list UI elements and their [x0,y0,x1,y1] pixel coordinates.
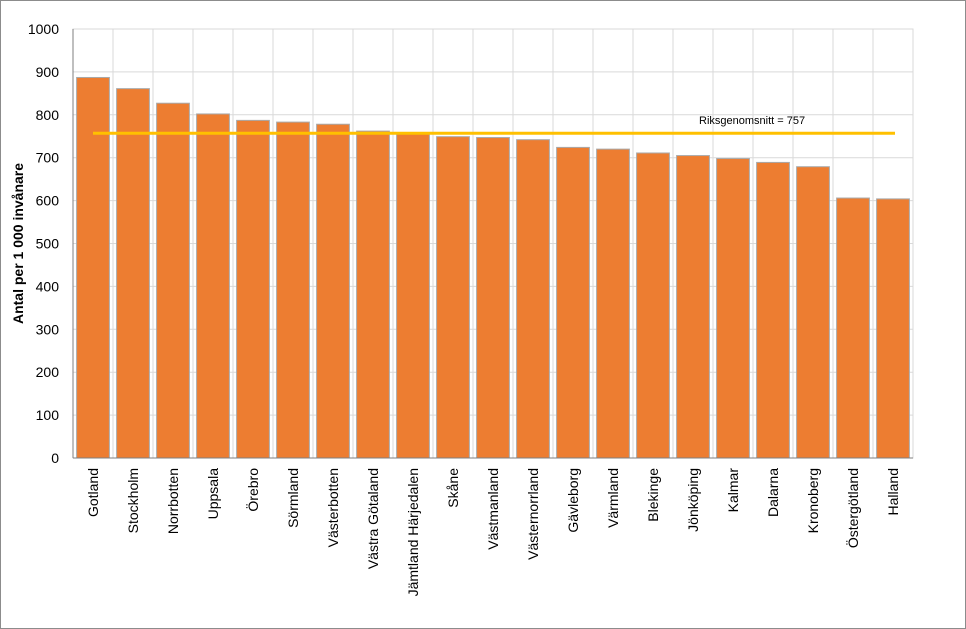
bar-Västmanland [476,137,510,459]
x-tick-label: Västerbotten [325,468,341,547]
x-tick-label: Kalmar [725,468,741,513]
bar-Västra Götaland [356,130,390,459]
bar-Stockholm [116,88,150,459]
reference-line-group: Riksgenomsnitt = 757 [93,115,895,135]
axes [72,29,913,459]
y-tick-label: 700 [36,150,60,166]
y-tick-label: 500 [36,236,60,252]
bar-Gotland [76,76,110,459]
x-tick-label: Halland [885,468,901,515]
x-tick-label: Blekinge [645,468,661,522]
x-tick-labels: Gotland Stockholm Norrbotten Uppsala Örebro S… [85,468,901,597]
bar-Uppsala [196,113,230,459]
x-tick-label: Sörmland [285,468,301,528]
bar-Västernorrland [516,139,550,459]
x-tick-label: Uppsala [205,468,221,520]
x-tick-label: Skåne [445,468,461,508]
bars [76,76,910,459]
x-tick-label: Jämtland Härjedalen [405,468,421,596]
bar-Norrbotten [156,102,190,459]
x-tick-label: Dalarna [765,468,781,517]
y-tick-label: 400 [36,278,60,294]
x-tick-label: Västernorrland [525,468,541,560]
y-tick-label: 0 [51,450,59,466]
bar-Skåne [436,136,470,459]
x-tick-label: Norrbotten [165,468,181,534]
y-tick-label: 600 [36,193,60,209]
bar-Jämtland Härjedalen [396,132,430,459]
y-tick-label: 300 [36,321,60,337]
x-tick-label: Örebro [244,468,261,512]
x-tick-label: Gotland [85,468,101,517]
bar-Jönköping [676,155,710,459]
x-tick-label: Jönköping [685,468,701,532]
y-tick-label: 100 [36,407,60,423]
y-axis-title: Antal per 1 000 invånare [10,163,26,324]
y-tick-label: 200 [36,364,60,380]
y-tick-label: 800 [36,107,60,123]
bar-Örebro [236,119,270,459]
y-tick-label: 1000 [28,21,59,37]
bar-Gävleborg [556,146,590,459]
bar-Sörmland [276,121,310,459]
x-tick-label: Stockholm [125,468,141,533]
bar-Kalmar [716,158,750,459]
x-tick-label: Gävleborg [565,468,581,533]
x-tick-label: Kronoberg [805,468,821,533]
bar-Blekinge [636,152,670,459]
reference-line-label: Riksgenomsnitt = 757 [699,115,805,127]
x-tick-label: Östergötland [844,468,861,548]
bar-Kronoberg [796,166,830,459]
x-tick-label: Västmanland [485,468,501,550]
bar-Västerbotten [316,123,350,459]
bar-Dalarna [756,161,790,459]
bar-Östergötland [836,197,870,459]
y-tick-label: 900 [36,64,60,80]
bar-Värmland [596,148,630,459]
y-tick-labels: 0 100 200 300 400 500 600 700 800 900 1000 [28,21,59,466]
bar-Halland [876,198,910,459]
x-tick-label: Västra Götaland [365,468,381,569]
x-tick-label: Värmland [605,468,621,528]
